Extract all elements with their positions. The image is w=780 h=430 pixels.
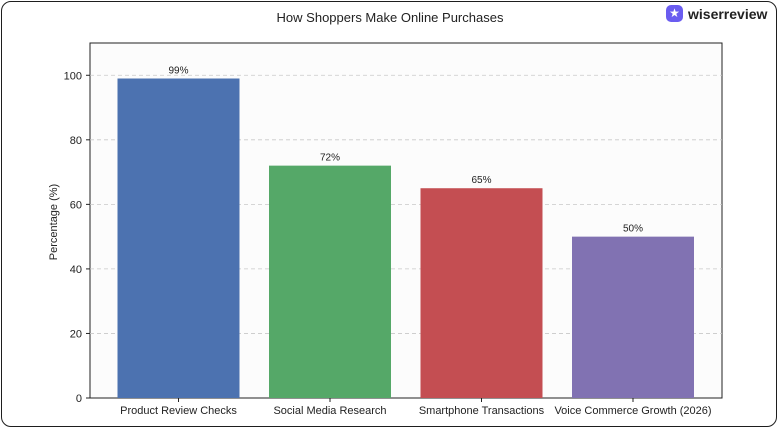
bar — [420, 188, 543, 398]
brand-name: wiserreview — [688, 5, 768, 22]
x-tick-label: Product Review Checks — [120, 405, 237, 417]
bar — [117, 78, 240, 398]
y-tick-label: 40 — [70, 264, 82, 276]
x-tick-label: Voice Commerce Growth (2026) — [554, 405, 711, 417]
x-tick-label: Social Media Research — [273, 405, 386, 417]
y-axis: 0 20 40 60 80 100 — [64, 70, 90, 405]
y-tick-label: 60 — [70, 199, 82, 211]
y-tick-label: 20 — [70, 328, 82, 340]
y-tick-label: 100 — [64, 70, 82, 82]
bar — [269, 165, 391, 398]
y-axis-label: Percentage (%) — [48, 184, 60, 260]
y-tick-label: 80 — [70, 135, 82, 147]
y-tick-label: 0 — [76, 393, 82, 405]
data-label: 50% — [623, 224, 643, 235]
data-label: 72% — [320, 153, 340, 164]
data-label: 65% — [471, 175, 491, 186]
data-label: 99% — [168, 66, 188, 77]
x-tick-label: Smartphone Transactions — [419, 405, 545, 417]
star-badge-icon: ★ — [666, 5, 683, 22]
bars: 99% 72% 65% 50% — [117, 66, 694, 398]
chart-title: How Shoppers Make Online Purchases — [276, 10, 504, 25]
brand-logo: ★ wiserreview — [666, 5, 767, 22]
x-axis: Product Review Checks Social Media Resear… — [120, 398, 712, 417]
bar — [572, 236, 694, 398]
